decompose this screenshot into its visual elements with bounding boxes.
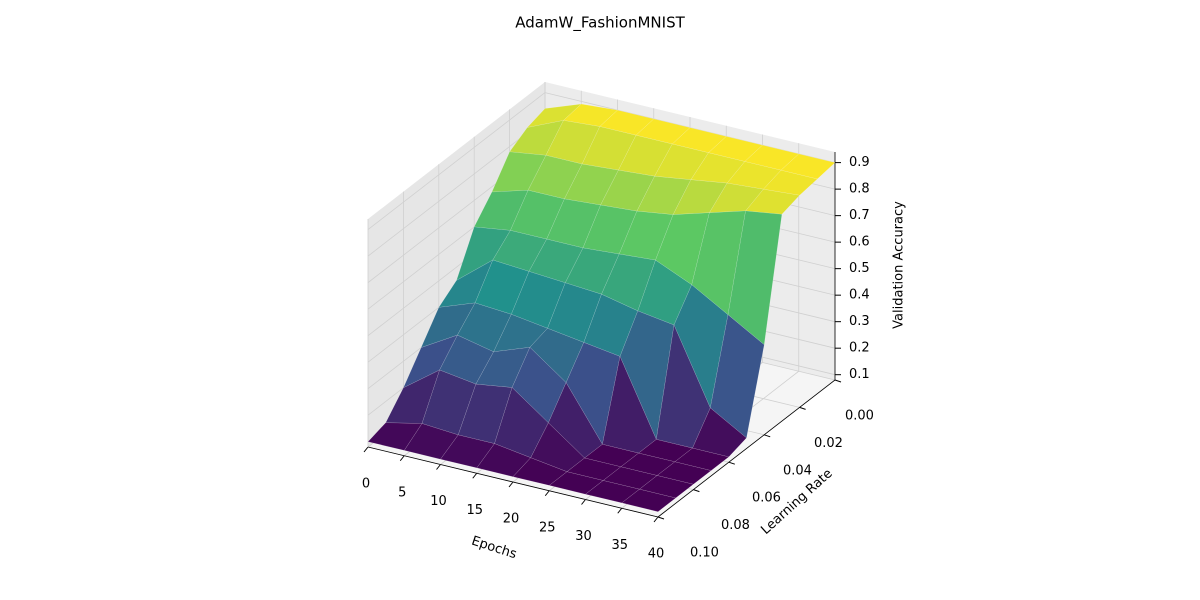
z-tick-label: 0.3 [849,314,870,329]
tick-mark [363,446,369,453]
tick-mark [581,499,586,505]
z-axis-label: Validation Accuracy [892,201,907,329]
y-tick-label: 0.08 [721,518,750,533]
tick-mark [799,406,806,410]
tick-mark [544,490,550,497]
tick-mark [472,472,478,479]
y-tick-label: 0.06 [752,491,781,506]
z-tick-label: 0.2 [849,341,870,356]
z-tick-label: 0.6 [849,235,870,250]
y-tick-label: 0.02 [814,436,843,451]
z-tick-label: 0.4 [849,288,870,303]
tick-mark [653,516,659,523]
x-tick-label: 0 [362,477,370,492]
tick-mark [834,379,842,383]
x-tick-label: 20 [503,512,520,527]
x-tick-label: 25 [539,520,556,535]
tick-mark [693,489,700,493]
x-tick-label: 35 [611,538,628,553]
tick-mark [436,464,441,470]
x-tick-label: 5 [398,485,406,500]
y-tick-label: 0.04 [783,463,812,478]
x-tick-label: 40 [648,547,665,562]
tick-mark [728,461,735,465]
x-tick-label: 10 [430,494,447,509]
tick-mark [764,434,771,438]
tick-mark [399,455,405,462]
tick-mark [617,507,623,514]
z-tick-label: 0.9 [849,155,870,170]
tick-mark [508,481,514,488]
x-tick-label: 15 [466,503,483,518]
surface-cell [621,488,677,512]
x-tick-label: 30 [575,529,592,544]
chart-title: AdamW_FashionMNIST [515,14,685,33]
tick-mark [657,516,665,520]
y-tick-label: 0.00 [845,409,874,424]
z-tick-label: 0.1 [849,367,870,382]
axis-line [367,446,659,518]
axis-line [657,379,836,518]
grid-line [367,118,546,257]
z-tick-label: 0.8 [849,182,870,197]
grid-line [367,92,546,230]
z-tick-label: 0.7 [849,208,870,223]
y-tick-label: 0.10 [690,546,719,561]
z-tick-label: 0.5 [849,261,870,276]
